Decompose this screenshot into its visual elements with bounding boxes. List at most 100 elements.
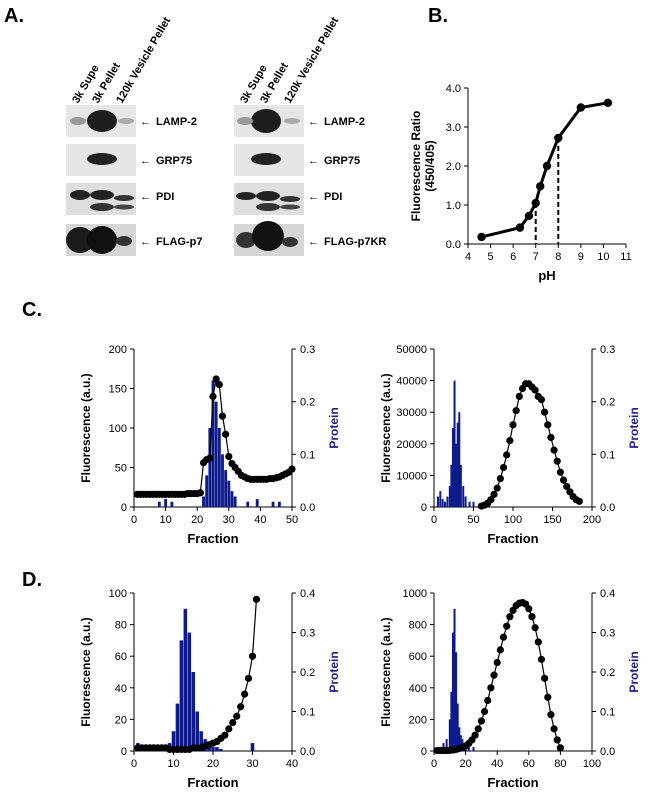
chart-d-left: 0 10 20 30 40 0 20 40 60 80 100 Fraction Fluorescenc… (79, 588, 341, 790)
ratio-point (524, 211, 534, 221)
fluorescence-point (474, 725, 482, 733)
y2-tick-label: 0.3 (300, 344, 315, 356)
fluorescence-point (531, 624, 539, 632)
fluorescence-point (493, 484, 501, 492)
fluorescence-point (490, 490, 498, 498)
y-tick-label: 0.0 (446, 239, 461, 251)
y2-tick-label: 0.0 (600, 502, 615, 514)
fluorescence-point (209, 392, 217, 400)
x-axis-title: Fraction (487, 531, 538, 546)
y2-tick-label: 0.1 (300, 449, 315, 461)
y2-tick-label: 0.0 (300, 746, 315, 758)
fluorescence-point (499, 463, 508, 472)
ratio-point (477, 232, 486, 242)
panel-b-letter: B. (428, 5, 448, 27)
chart-c-right: 0 50 100 150 200 0 10000 20000 30000 40000 50000 Fr… (379, 344, 641, 546)
protein-bar (215, 747, 219, 751)
fluorescence-point (503, 622, 511, 630)
protein-bar (462, 485, 465, 507)
x-tick-label: 4 (465, 251, 471, 263)
y-tick-label: 40 (115, 683, 127, 695)
fluorescence-point (493, 658, 501, 667)
y2-axis-title-protein: Protein (327, 407, 341, 448)
fluorescence-point (212, 375, 220, 383)
y-axis-title: Fluorescence Ratio (409, 111, 423, 222)
fluorescence-point (496, 646, 504, 654)
protein-bar (446, 496, 449, 507)
blot-label-right-grp75: GRP75 (324, 155, 360, 167)
fluorescence-point (496, 474, 504, 483)
protein-bar (455, 443, 458, 507)
protein-bar (441, 499, 444, 507)
fluorescence-point (487, 684, 495, 692)
protein-bar (250, 743, 255, 751)
y-tick-label: 50 (115, 463, 127, 475)
x-tick-label: 30 (246, 758, 258, 770)
lane-label-120k-vesicle-right: 120k Vesicle Pellet (282, 15, 341, 106)
y-axis-title: Fluorescence (a.u.) (79, 617, 93, 726)
blot-label-left-lamp2: LAMP-2 (156, 116, 197, 128)
fluorescence-point (528, 613, 536, 621)
x-tick-label: 10 (159, 514, 171, 526)
protein-bar (450, 691, 453, 751)
protein-bar (445, 739, 448, 751)
protein-bar (171, 731, 176, 751)
protein-bar (448, 485, 451, 507)
y-axis-subtitle: (450/405) (423, 140, 437, 191)
blot-right-lamp2 (234, 105, 304, 137)
fluorescence-point (575, 497, 583, 505)
fluorescence-point (241, 690, 249, 698)
blot-arrow-icon: ← (140, 116, 151, 128)
protein-bar (179, 640, 184, 751)
x-axis-title: Fraction (187, 775, 238, 790)
blot-label-left-grp75: GRP75 (156, 155, 192, 167)
y-tick-label: 600 (409, 651, 427, 663)
protein-bar (467, 747, 470, 751)
ratio-point (515, 223, 525, 232)
y2-tick-label: 0.1 (600, 707, 615, 719)
blot-right-flag-p7kr (234, 221, 304, 256)
protein-bar (453, 608, 456, 751)
ratio-point (542, 161, 552, 171)
y2-tick-label: 0.2 (300, 397, 315, 409)
protein-bar (450, 464, 453, 507)
x-tick-label: 20 (191, 514, 203, 526)
protein-bar (191, 672, 196, 751)
protein-bar (205, 475, 209, 507)
y-tick-label: 400 (409, 683, 427, 695)
blot-left-pdi (66, 183, 136, 215)
fluorescence-point (222, 430, 230, 438)
y-tick-label: 0 (421, 502, 427, 514)
fluorescence-point (537, 395, 546, 404)
x-axis-title: pH (538, 268, 555, 283)
protein-bar (459, 735, 462, 751)
blot-label-right-lamp2: LAMP-2 (324, 116, 365, 128)
protein-bar (456, 703, 459, 751)
fluorescence-point (225, 452, 233, 461)
y-axis-title: Fluorescence (a.u.) (379, 617, 393, 726)
fluorescence-point (544, 421, 552, 429)
protein-bar (456, 422, 459, 507)
chart-b-ph-calibration: 4 5 6 7 8 9 10 11 0.0 1.0 2.0 3.0 4.0 pH Fluorescence … (409, 83, 632, 283)
x-tick-label: 10 (167, 758, 179, 770)
fluorescence-point (288, 465, 296, 473)
protein-bar (208, 428, 212, 507)
fluorescence-point (531, 386, 539, 394)
fluorescence-point (547, 433, 555, 442)
protein-bar (458, 727, 461, 751)
x-tick-label: 60 (523, 758, 535, 770)
y-tick-label: 40000 (396, 376, 427, 388)
panel-a-letter: A. (4, 5, 24, 27)
fluorescence-point (237, 703, 245, 711)
chart-d-right: 0 20 40 60 80 10002004006008001000FractionFlu… (379, 588, 641, 790)
x-tick-label: 50 (286, 514, 298, 526)
x-tick-label: 100 (583, 758, 601, 770)
protein-bar (458, 412, 461, 507)
y2-tick-label: 0.4 (600, 588, 615, 600)
y-tick-label: 0 (421, 746, 427, 758)
y2-tick-label: 0.2 (600, 667, 615, 679)
y2-tick-label: 0.3 (600, 628, 615, 640)
fluorescence-point (515, 392, 523, 400)
y2-tick-label: 0.4 (300, 588, 315, 600)
